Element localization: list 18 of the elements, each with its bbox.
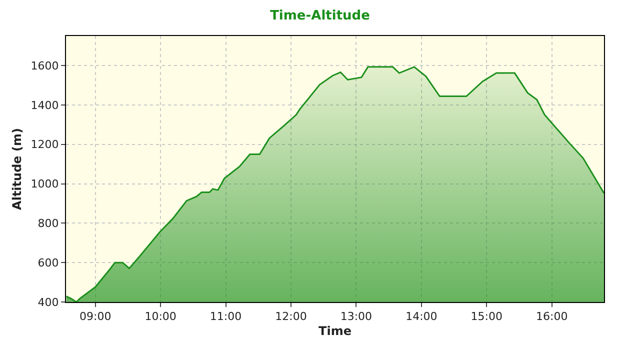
y-axis-title: Altitude (m) xyxy=(10,128,24,210)
x-tick-label: 14:00 xyxy=(406,310,438,324)
x-tick-label: 13:00 xyxy=(340,310,372,324)
y-tick-label: 1200 xyxy=(30,138,59,152)
x-tick-label: 11:00 xyxy=(210,310,242,324)
y-tick-label: 1600 xyxy=(30,59,59,72)
x-tick-label: 15:00 xyxy=(470,310,502,324)
y-tick-label: 600 xyxy=(38,256,59,270)
y-tick-label: 1400 xyxy=(30,98,59,112)
x-tick-label: 09:00 xyxy=(80,310,112,324)
y-tick-label: 800 xyxy=(38,217,59,230)
x-tick-label: 10:00 xyxy=(144,310,176,324)
y-tick-label: 400 xyxy=(38,296,59,309)
x-tick-label: 12:00 xyxy=(275,310,307,324)
x-tick-label: 16:00 xyxy=(536,310,568,324)
x-axis-title: Time xyxy=(318,324,352,338)
y-tick-label: 1000 xyxy=(30,178,59,191)
chart-title: Time-Altitude xyxy=(270,8,370,24)
